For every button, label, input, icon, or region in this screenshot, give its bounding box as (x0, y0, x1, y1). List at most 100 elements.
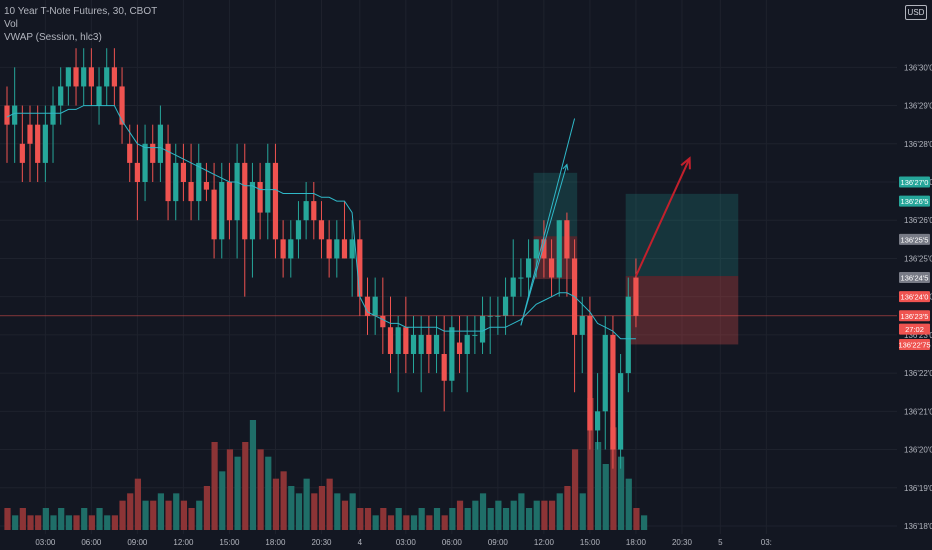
time-tick-label: 03:00 (35, 538, 56, 547)
candle-body (111, 67, 117, 87)
volume-bar (234, 456, 241, 530)
candle-body (242, 162, 248, 240)
candle-body (134, 162, 140, 182)
volume-bar (510, 500, 517, 530)
price-badge (899, 233, 930, 245)
time-axis[interactable]: 03:00 06:00 09:00 12:00 15:00 18:00 20:30 4 03:0… (35, 538, 772, 547)
candle-body (395, 327, 401, 354)
volume-bar (73, 515, 80, 530)
candle-body (180, 162, 187, 182)
candle-body (556, 220, 562, 278)
price-tick-label: 136'23'0 (904, 331, 932, 340)
candle-body (403, 327, 409, 354)
target-arrow-line (635, 157, 691, 277)
candle-body (226, 182, 233, 221)
price-badge-label: 136'24'0 (901, 293, 929, 302)
volume-bar (387, 515, 395, 530)
volume-bar (249, 420, 257, 530)
volume-bar (188, 508, 195, 530)
candle-body (58, 86, 64, 106)
volume-bar (311, 493, 318, 530)
volume-bar (364, 508, 372, 530)
price-badge-label: 136'24'5 (901, 274, 929, 283)
candle-body (318, 220, 325, 240)
time-tick-label: 18:00 (626, 538, 647, 547)
volume-bar (533, 500, 540, 530)
candle-body (533, 239, 539, 259)
candle-body (587, 315, 593, 431)
candle-body (334, 239, 340, 259)
volume-bar (257, 449, 264, 530)
volume-bar (610, 427, 617, 530)
candle-body (81, 67, 87, 87)
price-tick-label: 136'28'0 (904, 140, 932, 149)
vwap-line (6, 105, 636, 340)
price-badge-label: 136'27'0 (901, 178, 929, 187)
candle-body (594, 411, 601, 431)
volume-bar (280, 471, 287, 530)
candle-body (173, 162, 179, 202)
candle-body (456, 342, 463, 354)
price-tick-label: 136'20'0 (904, 446, 932, 455)
volume-bar (579, 493, 586, 530)
rising-line-line (520, 118, 576, 326)
volume-bar (380, 508, 387, 530)
time-tick-label: 12:00 (534, 538, 555, 547)
candle-body (96, 86, 102, 106)
volume-bar (219, 471, 226, 530)
time-tick-label: 12:00 (173, 538, 194, 547)
volume-bar (42, 508, 49, 530)
position-boxes (533, 172, 739, 345)
volume-bar (541, 500, 548, 530)
candle-body (449, 327, 455, 381)
price-tick-label: 136'19'0 (904, 484, 932, 493)
volume-bar (165, 500, 172, 530)
candle-body (127, 143, 133, 163)
volume-bar (303, 478, 310, 530)
candle-body (104, 67, 110, 87)
volume-bar (19, 508, 26, 530)
price-badge-label: 136'25'5 (901, 235, 929, 244)
candle-body (196, 162, 202, 202)
candle-body (265, 162, 271, 213)
volume-bar (58, 508, 65, 530)
time-tick-label: 20:30 (311, 538, 332, 547)
symbol-title[interactable]: 10 Year T-Note Futures, 30, CBOT (4, 6, 158, 17)
candle-body (341, 239, 348, 259)
price-tick-label: 136'26'0 (904, 216, 932, 225)
price-tick-label: 136'22'0 (904, 369, 932, 378)
volume-bar (525, 508, 533, 530)
time-tick-label: 06:00 (442, 538, 463, 547)
price-badge (899, 272, 930, 284)
candle-body (234, 162, 240, 221)
candle-body (510, 277, 516, 297)
candle-body (203, 182, 210, 190)
currency-button[interactable]: USD (905, 5, 927, 20)
candle-body (541, 239, 547, 259)
volume-bar (157, 493, 164, 530)
candle-body (27, 124, 33, 144)
candle-body (472, 334, 478, 336)
volume-bar (587, 398, 594, 530)
volume-bar (334, 493, 341, 530)
candle-body (502, 296, 509, 316)
candle-body (525, 258, 532, 278)
volume-bar (618, 456, 625, 530)
volume-bar (4, 508, 11, 530)
price-badge-label: 136'23'5 (901, 312, 929, 321)
volume-bar (142, 500, 149, 530)
volume-bar (272, 478, 280, 530)
candle-body (88, 67, 94, 87)
candle-body (548, 258, 555, 278)
price-tick-label: 136'21'0 (904, 407, 932, 416)
price-tick-label: 136'18'0 (904, 522, 932, 531)
volume-bar (456, 500, 464, 530)
candle-body (441, 354, 447, 381)
candle-body (418, 334, 424, 354)
volume-legend[interactable]: Vol (4, 19, 18, 30)
candle-body (257, 182, 263, 213)
time-tick-label: 5 (718, 538, 723, 547)
candle-body (479, 315, 486, 343)
vwap-legend[interactable]: VWAP (Session, hlc3) (4, 32, 102, 43)
